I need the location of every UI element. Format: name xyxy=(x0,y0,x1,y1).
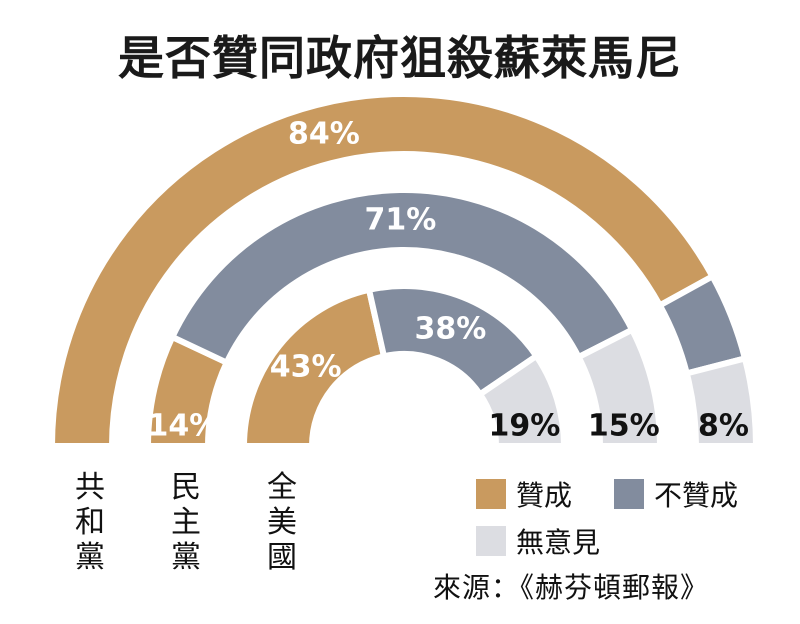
segment-democrat-disapprove xyxy=(168,187,637,367)
legend-swatch-approve xyxy=(476,479,506,509)
legend-swatch-disapprove xyxy=(614,479,644,509)
value-label-democrat-approve: 14% xyxy=(148,409,220,444)
ring-label-char: 黨 xyxy=(75,540,105,575)
segment-all-us-disapprove xyxy=(365,283,541,399)
ring-label-char: 全 xyxy=(267,470,297,505)
value-label-republican-approve: 84% xyxy=(288,117,360,152)
value-label-republican-no-opinion: 8% xyxy=(698,409,749,444)
chart-title: 是否贊同政府狙殺蘇萊馬尼 xyxy=(118,31,682,85)
ring-label-char: 美 xyxy=(267,505,297,540)
source-note: 來源：《赫芬頓郵報》 xyxy=(433,571,710,604)
legend-label-approve: 贊成 xyxy=(516,479,573,512)
value-label-all-us-approve: 43% xyxy=(270,350,342,385)
value-label-all-us-no-opinion: 19% xyxy=(489,409,561,444)
ring-label-char: 黨 xyxy=(171,540,201,575)
segment-all-us-no-opinion xyxy=(475,351,568,449)
ring-label-char: 國 xyxy=(267,540,297,575)
legend-label-no-opinion: 無意見 xyxy=(516,526,601,559)
ring-label-char: 主 xyxy=(171,505,201,540)
legend-disapprove: 不贊成 xyxy=(614,474,738,514)
value-label-all-us-disapprove: 38% xyxy=(414,311,486,346)
ring-label-char: 共 xyxy=(75,470,105,505)
ring-label-all-us: 全 美 國 xyxy=(264,470,300,575)
value-label-democrat-disapprove: 71% xyxy=(365,203,437,238)
ring-label-democrat: 民 主 黨 xyxy=(168,470,204,575)
ring-label-char: 和 xyxy=(75,505,105,540)
segment-all-us-approve xyxy=(240,286,388,449)
segment-republican-approve xyxy=(48,91,717,449)
ring-label-republican: 共 和 黨 xyxy=(72,470,108,575)
legend-swatch-no-opinion xyxy=(476,526,506,556)
legend-no-opinion: 無意見 xyxy=(476,521,600,561)
legend-label-disapprove: 不贊成 xyxy=(654,479,739,512)
segment-democrat-no-opinion xyxy=(574,325,664,449)
legend-approve: 贊成 xyxy=(476,474,572,514)
value-label-democrat-no-opinion: 15% xyxy=(588,409,660,444)
segment-republican-no-opinion xyxy=(683,354,760,449)
ring-label-char: 民 xyxy=(171,470,201,505)
